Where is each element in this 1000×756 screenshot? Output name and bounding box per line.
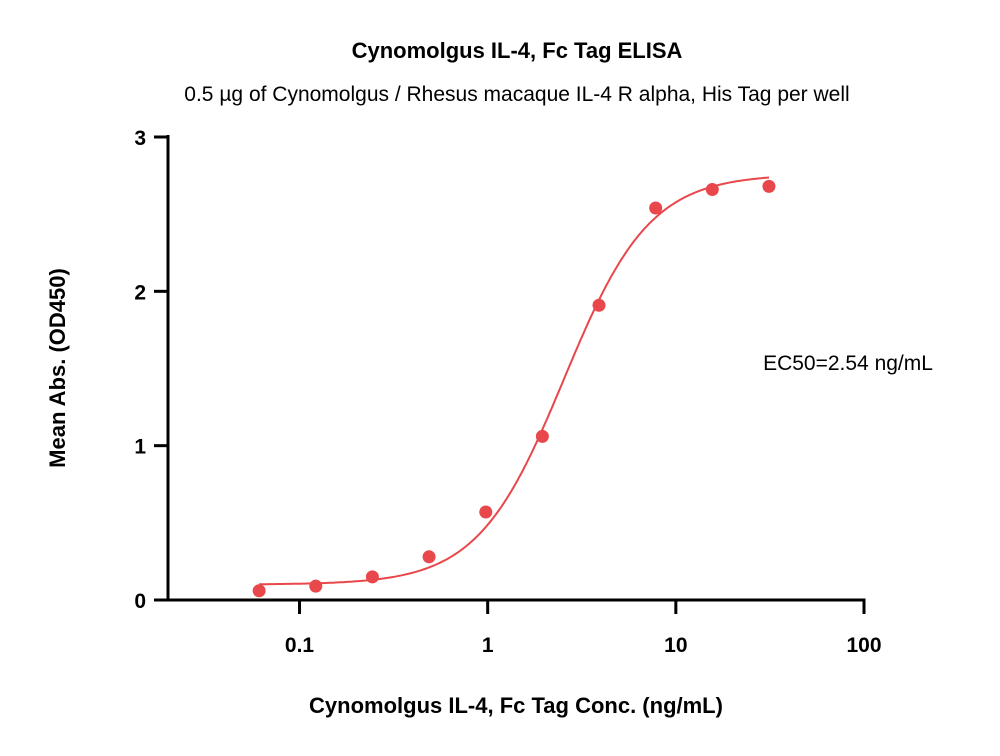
data-point (762, 179, 776, 193)
data-point (479, 505, 493, 519)
x-tick-label: 1 (482, 634, 494, 657)
ec50-annotation: EC50=2.54 ng/mL (763, 352, 933, 375)
x-axis-label: Cynomolgus IL-4, Fc Tag Conc. (ng/mL) (309, 693, 723, 718)
data-point (649, 201, 663, 215)
y-axis-label: Mean Abs. (OD450) (45, 268, 70, 468)
chart-subtitle: 0.5 µg of Cynomolgus / Rhesus macaque IL… (184, 83, 849, 106)
chart-title: Cynomolgus IL-4, Fc Tag ELISA (352, 38, 683, 63)
data-point (592, 298, 606, 312)
y-tick-label: 0 (134, 590, 146, 613)
axes (154, 135, 866, 614)
data-point (309, 579, 323, 593)
tick-labels: 0 1 2 3 0.1 1 10 100 (134, 127, 881, 657)
y-tick-label: 2 (134, 281, 146, 304)
y-tick-label: 1 (134, 436, 146, 459)
data-point (422, 550, 436, 564)
data-points (252, 179, 776, 598)
y-tick-label: 3 (134, 127, 146, 150)
data-point (365, 570, 379, 584)
x-tick-label: 0.1 (285, 634, 315, 657)
data-point (252, 584, 266, 598)
data-point (535, 429, 549, 443)
x-tick-label: 100 (846, 634, 881, 657)
x-tick-label: 10 (664, 634, 687, 657)
data-point (705, 182, 719, 196)
fit-curve (259, 176, 770, 586)
